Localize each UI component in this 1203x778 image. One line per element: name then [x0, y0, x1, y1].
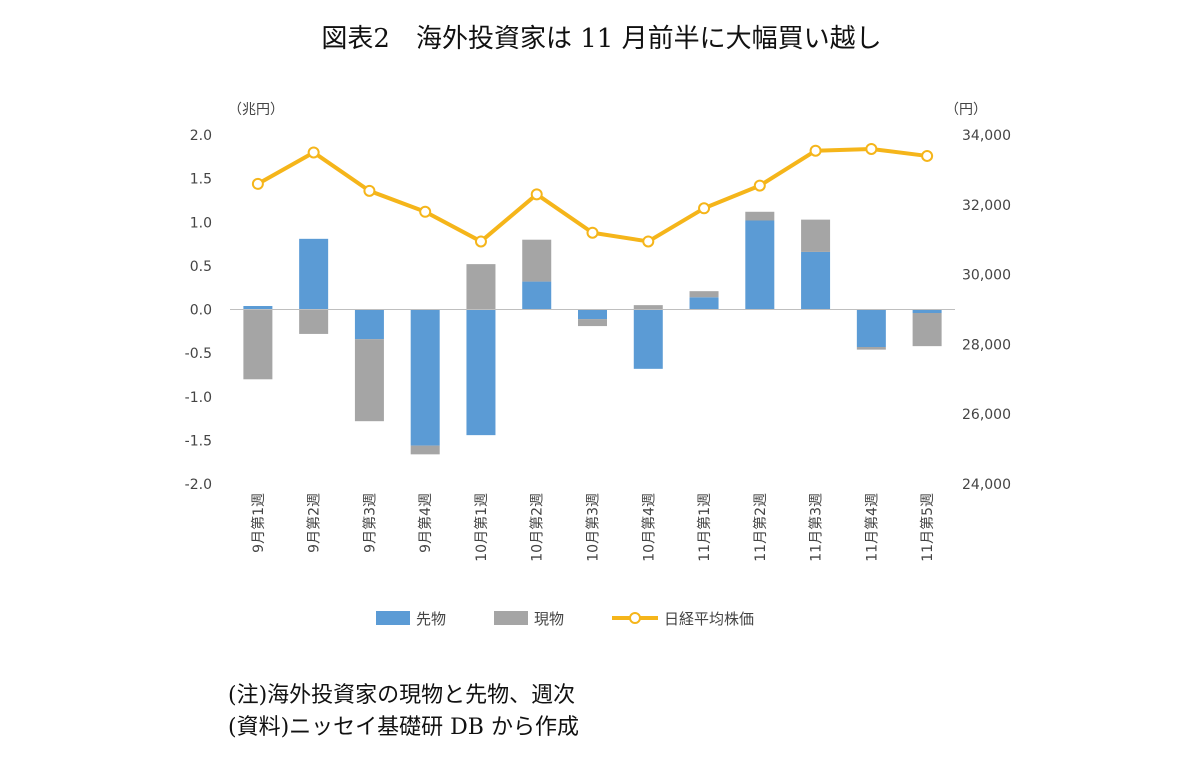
category-label: 10月第3週	[585, 493, 602, 562]
category-label: 11月第5週	[919, 493, 936, 562]
nikkei-point	[530, 188, 543, 201]
nikkei-point	[586, 226, 599, 239]
bar-spot	[466, 264, 496, 310]
right-tick-label: 28,000	[962, 337, 1011, 353]
nikkei-point	[307, 146, 320, 159]
right-tick-label: 24,000	[962, 477, 1011, 493]
legend-swatch-spot	[494, 611, 528, 625]
nikkei-point	[753, 179, 766, 192]
bar-futures	[466, 309, 496, 436]
bar-futures	[299, 238, 329, 310]
bar-futures	[689, 297, 719, 310]
left-tick-label: -1.5	[185, 433, 212, 449]
bar-spot	[912, 312, 942, 347]
legend-label: 先物	[416, 610, 446, 628]
chart-title: 図表2 海外投資家は 11 月前半に大幅買い越し	[321, 24, 882, 54]
right-tick-label: 26,000	[962, 407, 1011, 423]
left-tick-label: 1.5	[190, 172, 212, 188]
category-label: 10月第1週	[473, 493, 490, 562]
bar-spot	[856, 347, 886, 350]
legend-marker-nikkei	[629, 612, 641, 624]
note-1: (注)海外投資家の現物と先物、週次	[228, 683, 576, 708]
bar-spot	[354, 339, 384, 422]
bar-spot	[410, 445, 440, 455]
bar-futures	[243, 306, 273, 310]
nikkei-point	[474, 235, 487, 248]
legend-swatch-futures	[376, 611, 410, 625]
right-tick-label: 32,000	[962, 198, 1011, 214]
bar-spot	[689, 291, 719, 298]
note-2: (資料)ニッセイ基礎研 DB から作成	[228, 715, 579, 740]
bar-spot	[745, 211, 775, 221]
bar-spot	[522, 239, 552, 282]
nikkei-point	[809, 144, 822, 157]
bar-futures	[410, 309, 440, 446]
left-tick-label: -2.0	[185, 477, 212, 493]
category-label: 11月第2週	[752, 493, 769, 562]
nikkei-point	[642, 235, 655, 248]
bar-futures	[745, 220, 775, 310]
notes: (注)海外投資家の現物と先物、週次 (資料)ニッセイ基礎研 DB から作成	[228, 680, 579, 744]
bar-futures	[354, 309, 384, 340]
nikkei-point	[363, 184, 376, 197]
bar-futures	[912, 309, 942, 313]
category-label: 11月第4週	[863, 493, 880, 562]
left-tick-label: 2.0	[190, 128, 212, 144]
bar-spot	[578, 319, 607, 327]
category-label: 9月第4週	[417, 493, 434, 553]
nikkei-point	[251, 177, 264, 190]
bar-futures	[633, 309, 663, 369]
nikkei-point	[865, 142, 878, 155]
category-label: 11月第3週	[808, 493, 825, 562]
category-label: 9月第2週	[306, 493, 323, 553]
bar-spot	[243, 309, 273, 380]
legend-label: 現物	[534, 610, 564, 628]
nikkei-point	[921, 149, 934, 162]
category-label: 11月第1週	[696, 493, 713, 562]
bar-futures	[801, 251, 831, 310]
nikkei-point	[698, 202, 711, 215]
bar-futures	[522, 281, 552, 310]
right-tick-label: 30,000	[962, 268, 1011, 284]
category-label: 9月第3週	[361, 493, 378, 553]
left-tick-label: -1.0	[185, 390, 212, 406]
left-tick-label: 0.5	[190, 259, 212, 275]
left-tick-label: 1.0	[190, 215, 212, 231]
legend-label: 日経平均株価	[664, 610, 754, 628]
category-label: 10月第4週	[640, 493, 657, 562]
category-label: 10月第2週	[529, 493, 546, 562]
nikkei-point	[419, 205, 432, 218]
bar-spot	[633, 305, 663, 310]
right-axis-unit: （円）	[945, 102, 987, 118]
category-label: 9月第1週	[250, 493, 267, 553]
left-axis-unit: （兆円）	[228, 102, 284, 118]
bar-spot	[299, 309, 329, 334]
left-tick-label: 0.0	[190, 303, 212, 319]
bar-futures	[856, 309, 886, 348]
right-tick-label: 34,000	[962, 128, 1011, 144]
left-tick-label: -0.5	[185, 346, 212, 362]
bar-spot	[801, 219, 831, 252]
bar-futures	[578, 309, 607, 320]
